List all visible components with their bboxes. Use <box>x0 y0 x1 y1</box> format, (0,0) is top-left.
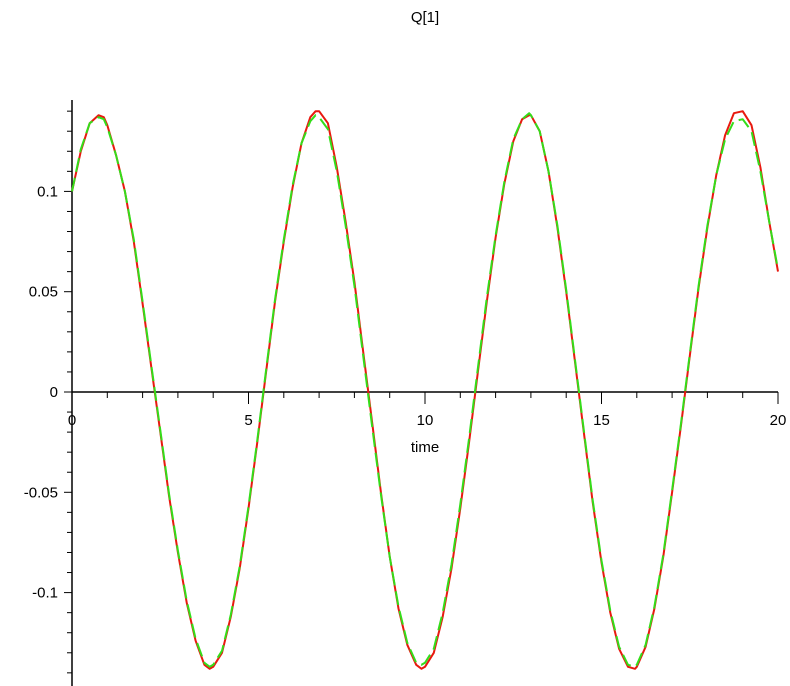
y-tick-label: -0.05 <box>24 484 58 501</box>
x-axis-label: time <box>411 439 439 456</box>
x-tick-label: 20 <box>770 412 787 429</box>
y-tick-label: -0.1 <box>32 585 58 602</box>
x-tick-label: 15 <box>593 412 610 429</box>
x-tick-label: 5 <box>244 412 252 429</box>
series-line-1 <box>71 110 779 670</box>
x-tick-label: 0 <box>68 412 76 429</box>
y-tick-label: 0.05 <box>29 284 58 301</box>
y-tick-label: 0 <box>50 384 58 401</box>
ticks: 0 5 10 15 20 0.1 0.05 0 -0.05 -0.1 <box>24 110 787 674</box>
x-tick-label: 10 <box>417 412 434 429</box>
chart-title: Q[1] <box>411 9 439 26</box>
y-tick-label: 0.1 <box>37 183 58 200</box>
series-lines <box>71 110 779 670</box>
series-line-2 <box>71 112 779 668</box>
